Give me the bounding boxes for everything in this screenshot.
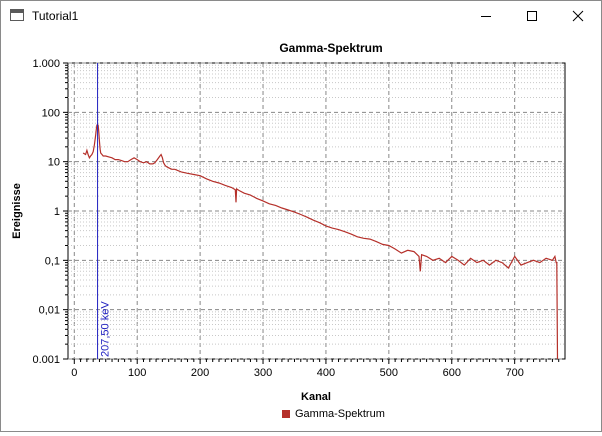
x-axis-label: Kanal (301, 391, 331, 403)
x-tick-label: 500 (380, 367, 398, 379)
legend-label: Gamma-Spektrum (295, 408, 385, 420)
series-line-gamma-spektrum (82, 123, 559, 360)
close-icon (572, 10, 584, 22)
y-tick-label: 0,1 (45, 255, 60, 267)
marker-label: 207,50 keV (100, 301, 112, 357)
maximize-icon (527, 11, 537, 21)
x-tick-label: 0 (71, 367, 77, 379)
y-tick-label: 0.001 (32, 354, 60, 366)
marker-layer: 207,50 keV (97, 63, 112, 359)
y-tick-label: 100 (42, 107, 60, 119)
maximize-button[interactable] (509, 1, 555, 31)
axes: 0 100 200 300 400 500 600 700 0.001 0,01 0,1 1 10 100… (32, 58, 560, 379)
chart-title: Gamma-Spektrum (279, 41, 382, 55)
x-tick-label: 100 (128, 367, 146, 379)
y-tick-label: 1.000 (32, 58, 60, 70)
x-tick-label: 700 (505, 367, 523, 379)
x-tick-label: 400 (317, 367, 335, 379)
grid (68, 62, 565, 360)
minimize-button[interactable] (463, 1, 509, 31)
x-tick-label: 200 (191, 367, 209, 379)
y-tick-label: 10 (48, 157, 60, 169)
y-axis-label: Ereignisse (11, 183, 23, 239)
x-tick-label: 300 (254, 367, 272, 379)
app-window-icon (10, 9, 24, 21)
gamma-spectrum-chart[interactable]: Gamma-Spektrum 0 100 200 300 400 500 600 700 0.0… (1, 31, 601, 431)
y-tick-label: 1 (54, 206, 60, 218)
series-layer (82, 123, 559, 360)
window-title: Tutorial1 (32, 9, 79, 23)
y-tick-label: 0,01 (39, 305, 60, 317)
x-tick-label: 600 (443, 367, 461, 379)
legend-swatch (282, 410, 290, 418)
chart-area: Gamma-Spektrum 0 100 200 300 400 500 600 700 0.0… (1, 31, 601, 431)
close-button[interactable] (555, 1, 601, 31)
title-bar[interactable]: Tutorial1 (1, 1, 601, 31)
minimize-icon (481, 16, 491, 17)
